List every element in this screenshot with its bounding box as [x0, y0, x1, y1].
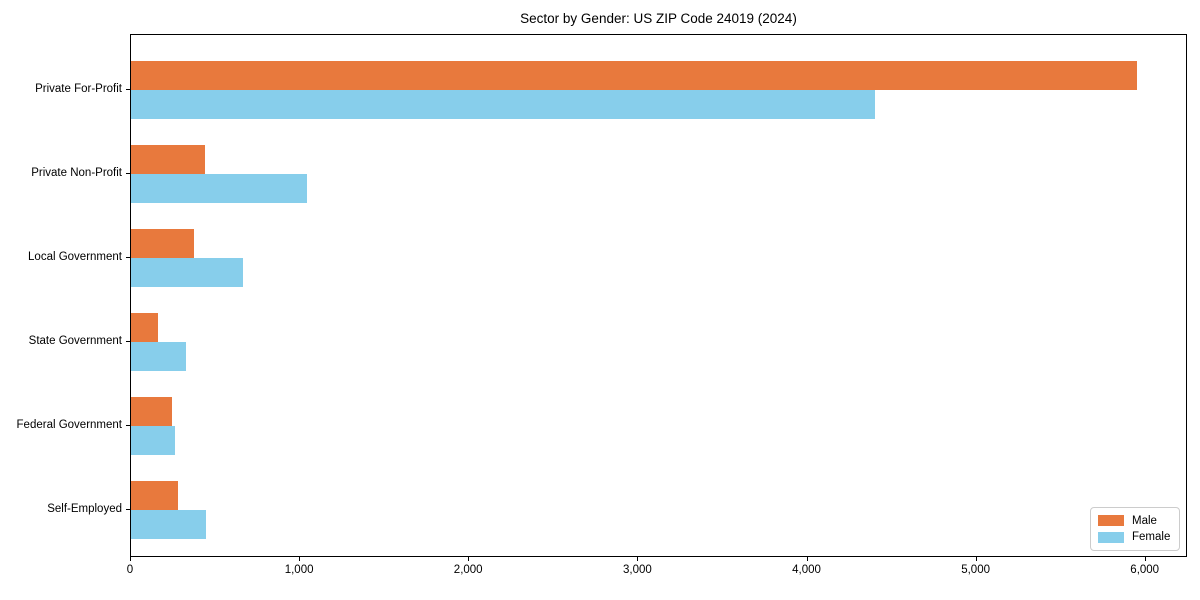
bar-female — [131, 258, 243, 287]
bar-female — [131, 426, 175, 455]
x-axis-tick-label: 3,000 — [623, 564, 652, 576]
y-axis-label: Federal Government — [16, 419, 122, 431]
bar-male — [131, 61, 1138, 90]
bar-male — [131, 145, 206, 174]
y-tick — [126, 89, 130, 90]
x-tick — [299, 557, 301, 561]
y-tick — [126, 257, 130, 258]
bar-female — [131, 342, 186, 371]
y-axis-label: Private For-Profit — [35, 83, 122, 95]
bar-female — [131, 90, 876, 119]
x-axis-tick-label: 1,000 — [284, 564, 314, 576]
x-axis-tick-label: 6,000 — [1130, 564, 1160, 576]
legend-swatch-male — [1098, 515, 1124, 527]
chart-title: Sector by Gender: US ZIP Code 24019 (202… — [520, 11, 797, 26]
y-tick — [126, 425, 130, 426]
y-axis-label: Private Non-Profit — [31, 167, 122, 179]
legend-item-female: Female — [1091, 531, 1179, 543]
plot-area: Male Female — [130, 34, 1187, 557]
x-tick — [637, 557, 639, 561]
legend-swatch-female — [1098, 531, 1124, 543]
bar-male — [131, 313, 159, 342]
legend-item-male: Male — [1091, 515, 1179, 527]
x-tick — [806, 557, 808, 561]
x-tick — [975, 557, 977, 561]
bar-male — [131, 481, 179, 510]
bar-male — [131, 397, 172, 426]
y-tick — [126, 509, 130, 510]
y-tick — [126, 341, 130, 342]
y-tick — [126, 173, 130, 174]
bar-female — [131, 510, 207, 539]
y-axis-label: State Government — [28, 335, 122, 347]
x-tick — [130, 557, 131, 561]
bar-female — [131, 174, 307, 203]
legend: Male Female — [1090, 507, 1180, 551]
x-axis-tick-label: 5,000 — [961, 564, 990, 576]
x-tick — [468, 557, 470, 561]
x-axis-tick-label: 2,000 — [453, 564, 483, 576]
y-axis-label: Local Government — [28, 251, 122, 263]
y-axis-label: Self-Employed — [47, 503, 122, 515]
legend-label: Female — [1132, 531, 1171, 544]
legend-label: Male — [1132, 514, 1157, 527]
x-axis-tick-label: 4,000 — [792, 564, 821, 576]
x-axis-tick-label: 0 — [126, 564, 134, 576]
bar-male — [131, 229, 194, 258]
x-tick — [1144, 557, 1146, 561]
